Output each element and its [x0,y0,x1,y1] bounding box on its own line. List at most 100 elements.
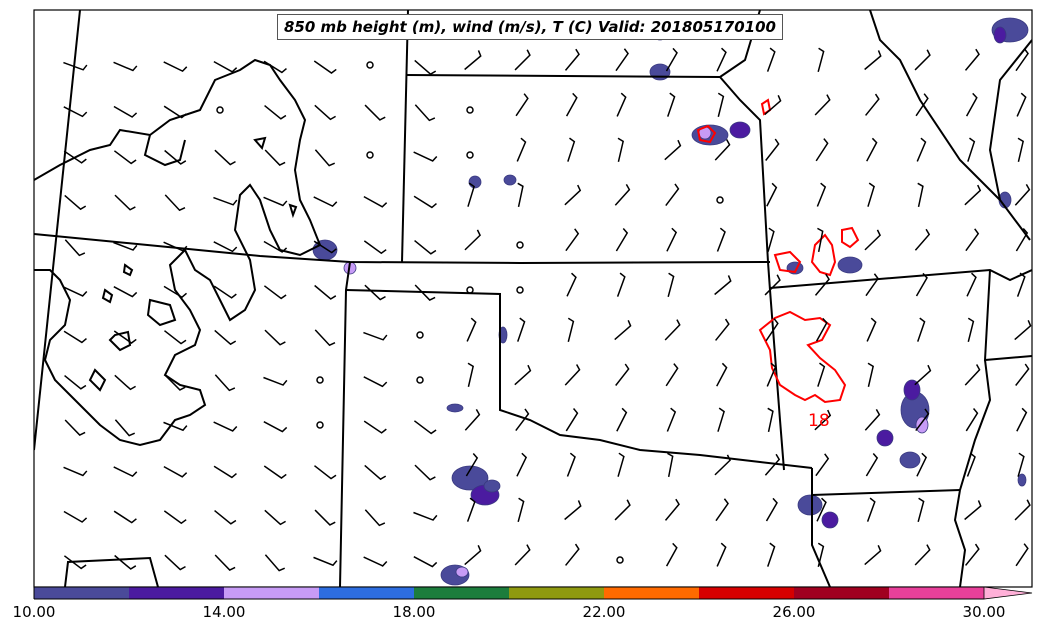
wind-barb [465,452,479,477]
wind-barb [1014,319,1032,341]
wind-barb [815,453,830,477]
wind-barb [163,421,188,432]
colorbar-segment [509,587,604,599]
wind-barb [163,105,187,119]
wind-barb [63,510,88,523]
wind-barb [566,272,577,297]
wind-barb [966,272,977,297]
wind-barb [866,317,877,342]
wind-barb [964,48,980,71]
wind-barb-calm [716,196,724,204]
wind-barb [114,419,136,437]
wind-barb [314,104,336,121]
precip-shading [503,174,517,186]
colorbar-tick-label: 26.00 [772,603,816,621]
wind-barb [1015,363,1030,386]
wind-barb [314,509,336,526]
wind-barb [164,194,186,212]
wind-barb [163,61,188,73]
wind-barb [114,194,136,211]
colorbar-tick-label: 30.00 [962,603,1006,621]
wind-barb [517,497,525,522]
wind-barb [414,240,437,255]
wind-barb [213,196,238,206]
wind-barb [467,182,475,207]
wind-barb [113,466,138,478]
wind-barb [967,317,975,342]
wind-barb [263,376,288,386]
wind-barb [214,374,236,392]
height-contours [34,58,322,447]
wind-barb-calm [616,556,624,564]
wind-barb [113,61,138,72]
wind-barb [614,319,632,341]
colorbar-extend-arrow [983,586,1033,600]
wind-barb [814,273,830,296]
wind-barb [414,104,436,122]
wind-barb [414,59,437,76]
wind-barb [914,228,931,251]
wind-barb [814,94,831,116]
wind-barb [1015,543,1029,567]
wind-barb [1016,407,1028,432]
wind-barb [667,272,675,297]
wind-barb [667,92,676,117]
wind-barb [564,184,582,206]
colorbar-outline [33,586,984,600]
wind-barb [767,542,776,567]
wind-barb [113,286,138,298]
colorbar [33,586,1033,600]
wind-barb [164,554,186,571]
precip-shading [455,566,469,578]
wind-barb [414,464,436,481]
precip-shading [483,479,501,493]
wind-barb [514,49,531,71]
wind-barb [464,409,481,431]
wind-barb [914,544,931,566]
wind-barb [966,452,976,477]
colorbar-segment [414,587,509,599]
wind-barb [866,137,878,162]
wind-barb [516,137,527,162]
wind-barb-calm [216,106,224,114]
wind-barb [765,497,778,522]
wind-barb [113,330,137,344]
wind-barb [864,50,882,71]
wind-barb [565,543,580,566]
wind-barb [564,48,580,71]
wind-barb [916,452,928,477]
wind-barb [1014,499,1031,521]
wind-barb [766,47,776,72]
colorbar-segment [224,587,319,599]
wind-barb [515,408,530,432]
wind-barb [64,375,87,390]
wind-barb [614,184,631,206]
wind-barb [214,329,237,346]
wind-barb [467,362,475,387]
wind-barb [764,94,782,116]
wind-barb [413,556,438,568]
wind-barb [364,104,386,121]
wind-barb [363,556,388,567]
wind-barb [715,318,730,341]
wind-barb [717,92,725,117]
wind-barb [566,452,576,477]
wind-barb-calm [316,376,324,384]
colorbar-segment [604,587,699,599]
wind-barb [113,150,137,165]
wind-barb [113,105,138,118]
precip-shading [1017,473,1027,487]
wind-barb [914,364,932,386]
precip-shading [468,175,482,189]
map-title: 850 mb height (m), wind (m/s), T (C) Val… [277,14,783,40]
wind-barb [865,93,880,116]
wind-barb [817,47,825,72]
wind-barb [313,196,338,208]
wind-barb [314,465,337,480]
wind-barb [263,196,288,207]
wind-barb [766,362,777,387]
wind-barb [213,421,238,432]
state-boundaries [34,10,1032,587]
precip-shading [915,416,929,434]
colorbar-segment [699,587,794,599]
